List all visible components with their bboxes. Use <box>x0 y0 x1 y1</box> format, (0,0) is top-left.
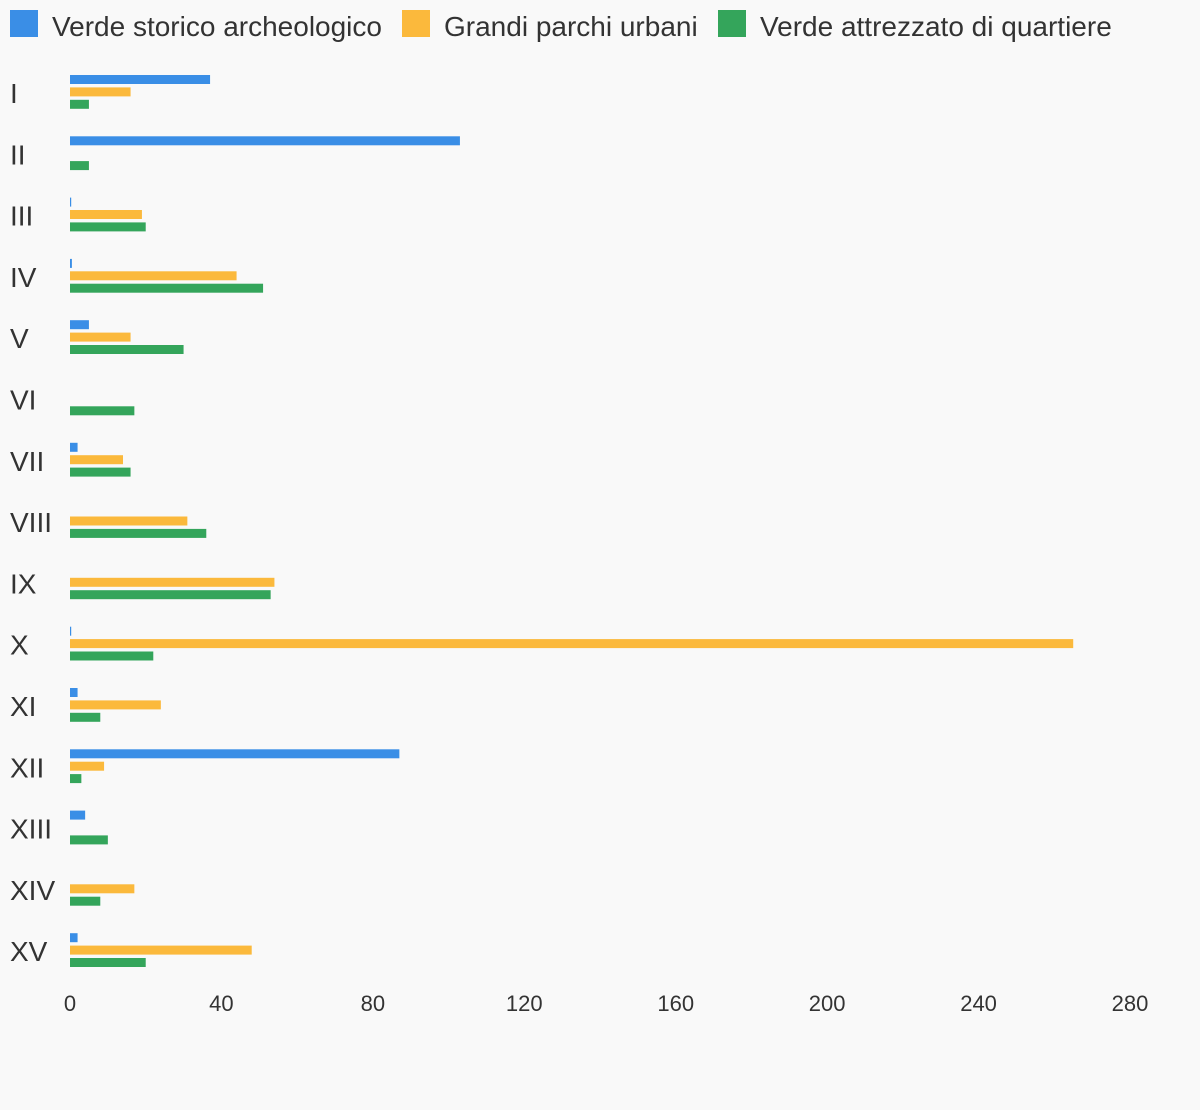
category-label: V <box>10 323 29 354</box>
category-label: VI <box>10 385 36 416</box>
bar <box>70 283 264 293</box>
bar <box>70 700 161 710</box>
bar <box>70 626 72 636</box>
bar <box>70 712 101 722</box>
bar <box>70 761 105 771</box>
x-tick-label: 200 <box>809 991 846 1016</box>
bar <box>70 136 460 146</box>
bar <box>70 271 237 281</box>
bar <box>70 884 135 894</box>
category-label: XII <box>10 752 44 783</box>
bar <box>70 945 252 955</box>
bar <box>70 467 131 477</box>
legend-swatch <box>718 10 746 37</box>
category-label: I <box>10 78 18 109</box>
bar <box>70 896 101 906</box>
legend-label: Verde storico archeologico <box>52 11 382 42</box>
category-label: III <box>10 201 33 232</box>
category-label: VII <box>10 446 44 477</box>
bar <box>70 835 108 845</box>
bar <box>70 222 146 232</box>
chart-bars <box>70 75 1074 967</box>
bar <box>70 810 86 820</box>
legend-label: Verde attrezzato di quartiere <box>760 11 1112 42</box>
category-label: II <box>10 139 26 170</box>
bar <box>70 577 275 587</box>
category-label: XIV <box>10 875 55 906</box>
bar <box>70 99 89 109</box>
bar <box>70 528 207 538</box>
bar <box>70 332 131 342</box>
bar <box>70 75 211 84</box>
bar <box>70 161 89 171</box>
bar <box>70 197 72 207</box>
category-label: XI <box>10 691 36 722</box>
bar <box>70 320 89 330</box>
x-tick-label: 0 <box>64 991 76 1016</box>
x-tick-label: 120 <box>506 991 543 1016</box>
x-tick-label: 240 <box>960 991 997 1016</box>
bar <box>70 455 123 465</box>
category-label: X <box>10 630 29 661</box>
bar <box>70 774 82 784</box>
category-label: IV <box>10 262 37 293</box>
bar <box>70 442 78 452</box>
legend-label: Grandi parchi urbani <box>444 11 698 42</box>
bar <box>70 639 1074 649</box>
x-tick-label: 40 <box>209 991 233 1016</box>
bar <box>70 933 78 943</box>
x-tick-label: 80 <box>361 991 385 1016</box>
legend-swatch <box>10 10 38 37</box>
bar <box>70 958 146 967</box>
x-tick-label: 280 <box>1112 991 1149 1016</box>
category-label: IX <box>10 568 37 599</box>
category-label: XIII <box>10 814 52 845</box>
category-label: XV <box>10 936 48 967</box>
legend-swatch <box>402 10 430 37</box>
bar <box>70 406 135 416</box>
chart-legend: Verde storico archeologico Grandi parchi … <box>10 10 1112 42</box>
bar <box>70 87 131 97</box>
category-label: VIII <box>10 507 52 538</box>
value-axis-ticks: 0 40 80 120 160 200 240 280 <box>64 991 1148 1016</box>
x-tick-label: 160 <box>657 991 694 1016</box>
bar <box>70 590 271 600</box>
bar <box>70 651 154 661</box>
bar <box>70 210 142 219</box>
bar <box>70 688 78 697</box>
bar <box>70 258 72 268</box>
bar <box>70 516 188 526</box>
bar <box>70 749 400 759</box>
bar <box>70 345 184 354</box>
